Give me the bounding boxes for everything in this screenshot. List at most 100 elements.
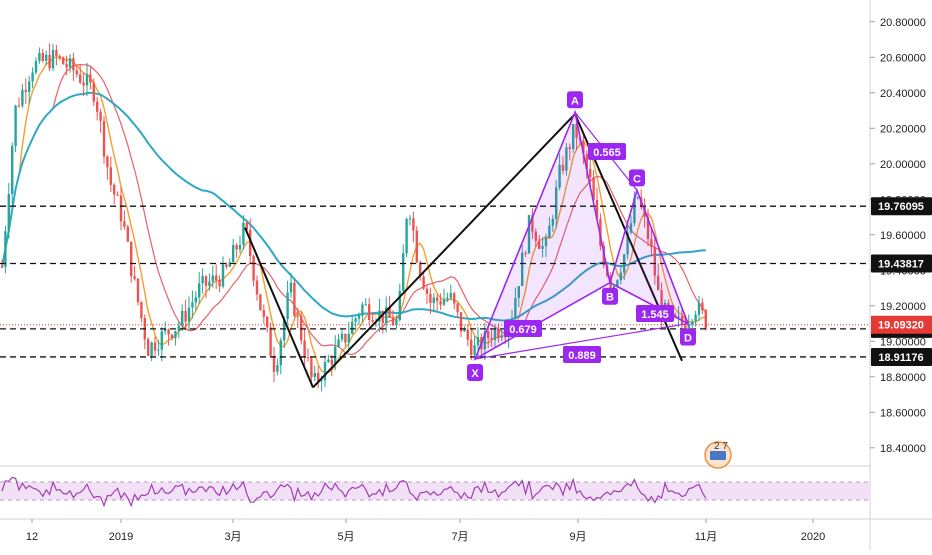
- candle-body[interactable]: [21, 89, 24, 106]
- candle-body[interactable]: [422, 276, 425, 289]
- candle-body[interactable]: [11, 146, 14, 194]
- candle-body[interactable]: [395, 319, 398, 326]
- candle-body[interactable]: [691, 321, 694, 325]
- candle-body[interactable]: [493, 329, 497, 340]
- trendline[interactable]: [244, 227, 314, 388]
- candle-body[interactable]: [317, 373, 320, 382]
- candle-body[interactable]: [561, 164, 565, 171]
- candle-body[interactable]: [255, 280, 259, 295]
- candle-body[interactable]: [500, 336, 503, 338]
- candle-body[interactable]: [41, 52, 44, 61]
- candle-body[interactable]: [633, 197, 636, 224]
- candle-body[interactable]: [130, 241, 133, 277]
- candle-body[interactable]: [327, 359, 330, 363]
- candle-body[interactable]: [153, 342, 157, 351]
- candle-body[interactable]: [466, 329, 469, 340]
- candle-body[interactable]: [334, 346, 337, 365]
- candle-body[interactable]: [303, 340, 306, 358]
- candle-body[interactable]: [116, 194, 119, 196]
- candle-body[interactable]: [262, 310, 265, 317]
- pattern-point-badge[interactable]: [467, 364, 483, 382]
- candle-body[interactable]: [694, 314, 697, 322]
- candle-body[interactable]: [674, 314, 677, 318]
- candle-body[interactable]: [79, 74, 82, 83]
- candle-body[interactable]: [405, 219, 408, 254]
- candle-body[interactable]: [276, 365, 279, 372]
- candle-body[interactable]: [17, 105, 21, 107]
- candle-body[interactable]: [96, 101, 99, 112]
- candle-body[interactable]: [391, 317, 395, 326]
- candle-body[interactable]: [310, 358, 313, 378]
- candle-body[interactable]: [62, 57, 65, 65]
- time-axis[interactable]: 12 2019 3月 5月 7月 9月 11月 2020: [26, 519, 825, 543]
- candle-body[interactable]: [242, 222, 245, 245]
- candle-body[interactable]: [585, 153, 588, 169]
- candle-body[interactable]: [704, 310, 707, 329]
- candle-body[interactable]: [636, 197, 639, 199]
- candle-body[interactable]: [541, 246, 544, 249]
- candle-body[interactable]: [323, 362, 327, 381]
- candle-body[interactable]: [106, 156, 109, 168]
- candle-body[interactable]: [249, 229, 252, 257]
- candle-body[interactable]: [211, 275, 214, 282]
- candle-body[interactable]: [446, 297, 449, 300]
- candle-body[interactable]: [534, 231, 537, 242]
- candle-body[interactable]: [429, 293, 432, 303]
- candle-body[interactable]: [320, 380, 323, 382]
- candle-body[interactable]: [150, 342, 153, 356]
- candle-body[interactable]: [589, 168, 592, 178]
- candle-body[interactable]: [646, 216, 650, 240]
- candle-body[interactable]: [368, 304, 371, 320]
- candle-body[interactable]: [364, 304, 367, 306]
- candle-body[interactable]: [408, 218, 412, 220]
- candle-body[interactable]: [0, 266, 4, 268]
- candle-body[interactable]: [252, 256, 255, 281]
- candle-body[interactable]: [102, 120, 106, 157]
- candle-body[interactable]: [677, 316, 680, 318]
- candle-body[interactable]: [34, 60, 38, 73]
- candle-body[interactable]: [463, 329, 466, 332]
- candle-body[interactable]: [354, 318, 357, 322]
- candle-body[interactable]: [160, 331, 163, 350]
- candle-body[interactable]: [228, 262, 231, 267]
- candle-body[interactable]: [167, 329, 170, 335]
- candle-body[interactable]: [459, 312, 463, 332]
- candle-body[interactable]: [357, 315, 361, 319]
- candle-body[interactable]: [140, 302, 143, 318]
- candle-body[interactable]: [208, 281, 211, 286]
- candle-body[interactable]: [432, 297, 435, 303]
- candle-body[interactable]: [293, 282, 296, 316]
- candle-body[interactable]: [371, 319, 374, 322]
- candle-body[interactable]: [551, 218, 554, 226]
- candle-body[interactable]: [361, 304, 364, 316]
- pattern-point-badge[interactable]: [602, 287, 618, 305]
- candle-body[interactable]: [55, 49, 58, 57]
- horizontal-lines[interactable]: [0, 205, 870, 358]
- candle-body[interactable]: [266, 316, 269, 328]
- candle-body[interactable]: [119, 195, 123, 222]
- candle-body[interactable]: [113, 184, 116, 195]
- candle-body[interactable]: [592, 177, 595, 200]
- candle-body[interactable]: [347, 333, 350, 343]
- candle-body[interactable]: [330, 359, 333, 365]
- candle-body[interactable]: [82, 82, 85, 86]
- candle-body[interactable]: [344, 333, 347, 343]
- candle-body[interactable]: [626, 232, 629, 255]
- pattern-triangle-bcd[interactable]: [609, 187, 690, 326]
- candle-body[interactable]: [449, 293, 452, 298]
- candle-body[interactable]: [340, 333, 344, 340]
- candle-body[interactable]: [235, 245, 238, 250]
- candle-body[interactable]: [436, 297, 439, 302]
- candle-body[interactable]: [177, 325, 180, 331]
- candle-body[interactable]: [650, 239, 653, 247]
- candle-body[interactable]: [272, 355, 276, 372]
- candle-body[interactable]: [133, 276, 136, 279]
- candle-body[interactable]: [313, 373, 316, 378]
- candle-body[interactable]: [616, 280, 619, 286]
- candle-body[interactable]: [565, 147, 568, 171]
- candle-body[interactable]: [92, 82, 95, 102]
- candle-body[interactable]: [497, 329, 500, 338]
- candle-body[interactable]: [187, 307, 191, 322]
- candle-body[interactable]: [398, 290, 401, 320]
